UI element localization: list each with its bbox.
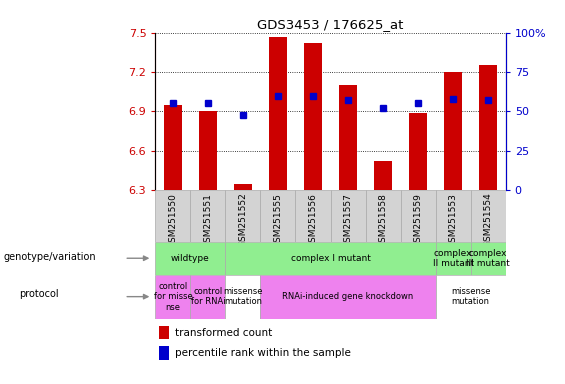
Bar (225, 190, 260, 242)
Bar (471, 190, 506, 242)
Text: GSM251558: GSM251558 (379, 193, 388, 248)
Text: wildtype: wildtype (171, 254, 210, 263)
Bar (164, 105, 181, 190)
Bar (199, 111, 217, 190)
Text: GSM251552: GSM251552 (238, 193, 247, 247)
Text: GSM251554: GSM251554 (484, 193, 493, 247)
Text: GSM251557: GSM251557 (344, 193, 353, 248)
Text: genotype/variation: genotype/variation (3, 252, 95, 262)
Text: control
for misse
nse: control for misse nse (154, 282, 192, 311)
Bar (155, 275, 190, 319)
Bar (295, 190, 331, 242)
Bar (436, 275, 506, 319)
Bar (339, 85, 357, 190)
Text: transformed count: transformed count (175, 328, 272, 338)
Bar (225, 275, 260, 319)
Bar (409, 113, 427, 190)
Bar (444, 72, 462, 190)
Bar (260, 190, 295, 242)
Bar (304, 43, 322, 190)
Text: complex I mutant: complex I mutant (290, 254, 371, 263)
Bar (331, 190, 366, 242)
Bar (225, 242, 436, 275)
Text: percentile rank within the sample: percentile rank within the sample (175, 348, 350, 358)
Text: GSM251550: GSM251550 (168, 193, 177, 248)
Bar (159, 346, 170, 360)
Bar (479, 65, 497, 190)
Bar (155, 242, 225, 275)
Bar (155, 190, 190, 242)
Text: missense
mutation: missense mutation (451, 287, 490, 306)
Title: GDS3453 / 176625_at: GDS3453 / 176625_at (257, 18, 404, 31)
Bar (374, 161, 392, 190)
Bar (401, 190, 436, 242)
Text: GSM251556: GSM251556 (308, 193, 318, 248)
Text: protocol: protocol (19, 290, 58, 300)
Bar (471, 242, 506, 275)
Bar (366, 190, 401, 242)
Text: control
for RNAi: control for RNAi (190, 287, 225, 306)
Bar (159, 326, 170, 339)
Text: complex
II mutant: complex II mutant (433, 248, 473, 268)
Text: missense
mutation: missense mutation (223, 287, 263, 306)
Bar (234, 184, 251, 190)
Text: GSM251551: GSM251551 (203, 193, 212, 248)
Bar (190, 275, 225, 319)
Bar (436, 190, 471, 242)
Text: complex
III mutant: complex III mutant (466, 248, 510, 268)
Bar (269, 36, 286, 190)
Bar (260, 275, 436, 319)
Text: RNAi-induced gene knockdown: RNAi-induced gene knockdown (282, 292, 414, 301)
Text: GSM251553: GSM251553 (449, 193, 458, 248)
Bar (436, 242, 471, 275)
Text: GSM251559: GSM251559 (414, 193, 423, 248)
Bar (190, 190, 225, 242)
Text: GSM251555: GSM251555 (273, 193, 282, 248)
